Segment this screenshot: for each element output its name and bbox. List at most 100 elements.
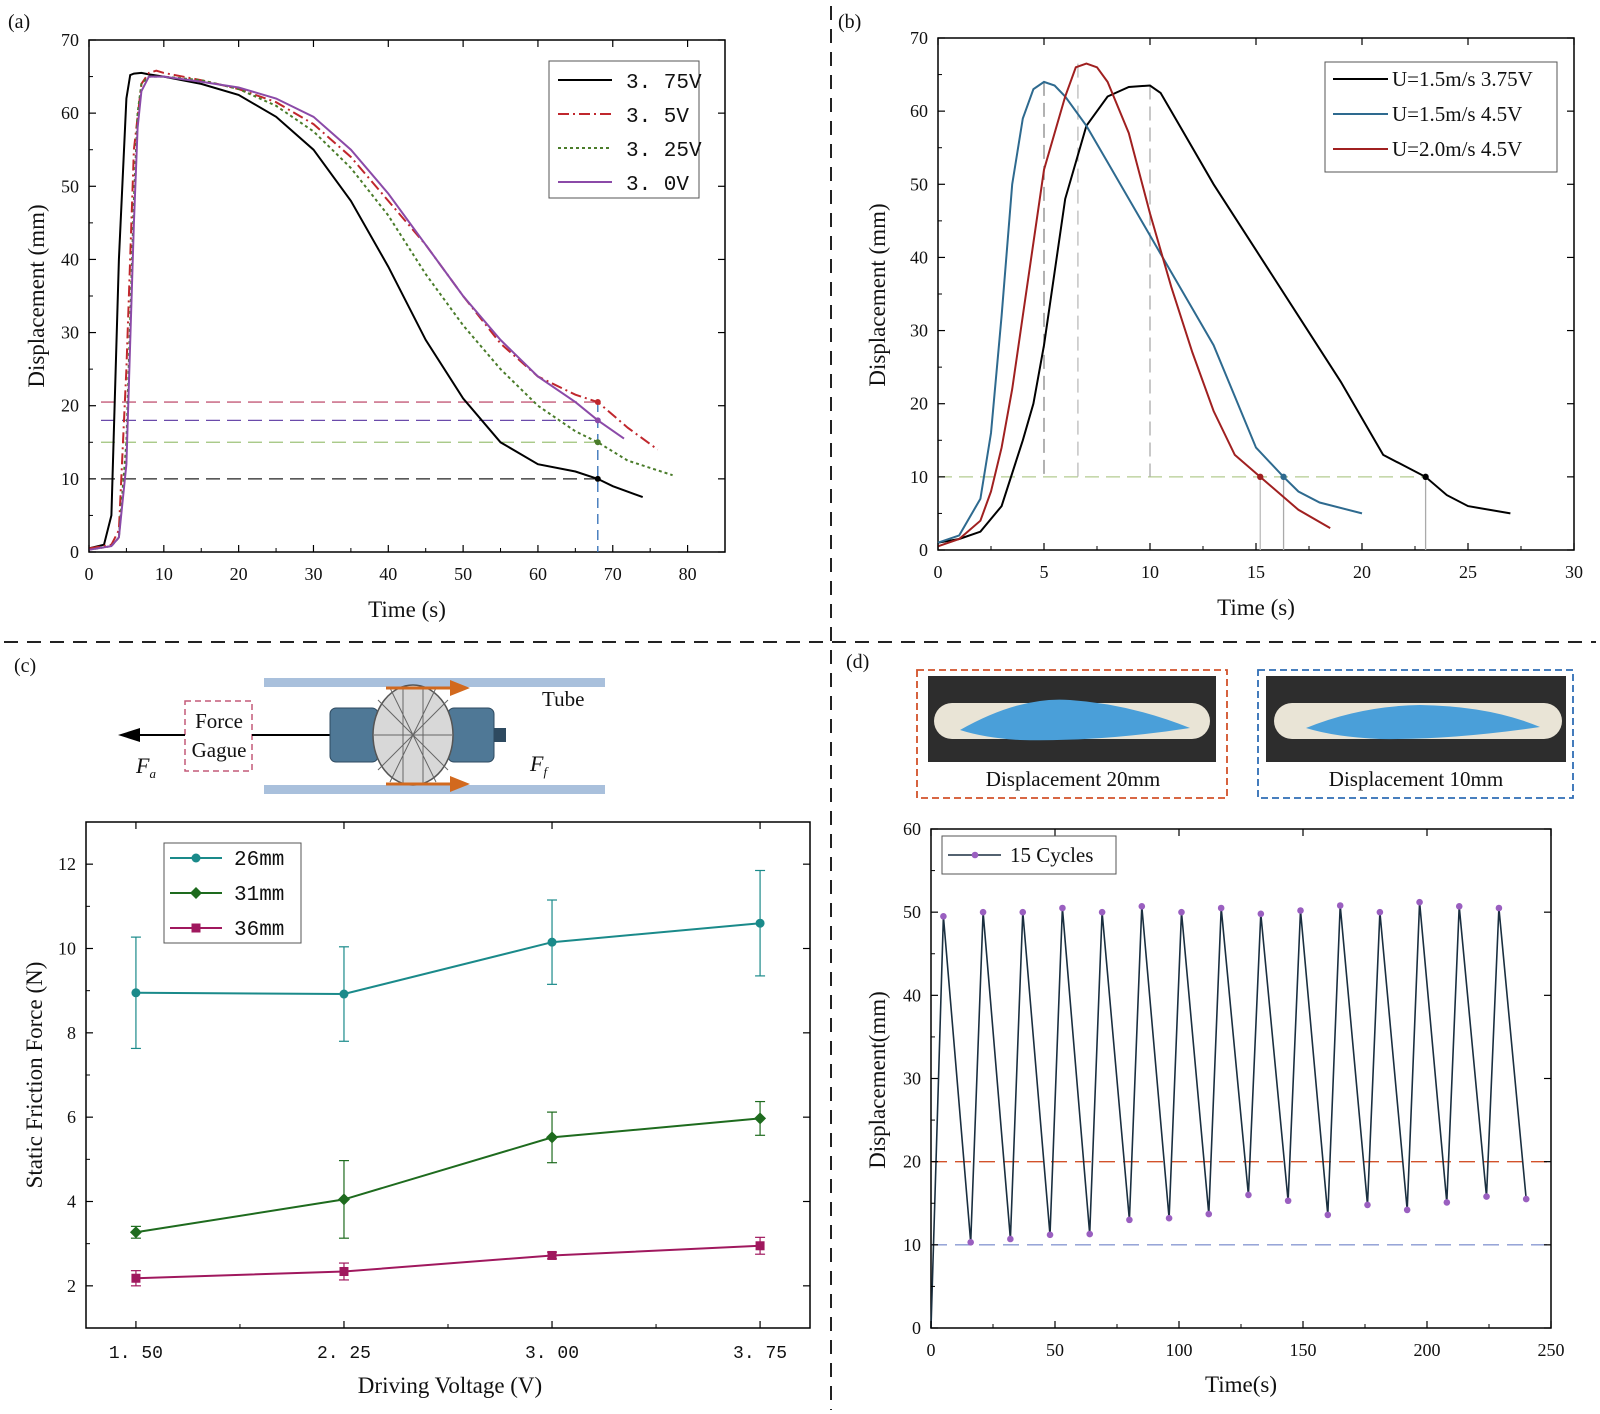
data-point bbox=[191, 923, 201, 933]
legend-label: 15 Cycles bbox=[1010, 843, 1093, 867]
photo-left: Displacement 20mm bbox=[916, 669, 1228, 799]
x-tick-label: 3. 00 bbox=[525, 1344, 579, 1364]
ff-label: Ff bbox=[529, 751, 549, 779]
legend-box-a bbox=[548, 60, 700, 199]
x-axis-label-d: Time(s) bbox=[1205, 1372, 1277, 1397]
data-point bbox=[1376, 908, 1384, 916]
y-tick-label: 20 bbox=[61, 396, 79, 416]
photo-left-border bbox=[916, 669, 1228, 799]
legend-label: 26mm bbox=[234, 849, 284, 872]
data-point bbox=[1416, 898, 1423, 906]
data-point bbox=[1165, 1214, 1173, 1222]
x-tick-label: 30 bbox=[304, 564, 322, 584]
y-axis-label-a: Displacement (mm) bbox=[24, 204, 49, 387]
legend-d: 15 Cycles bbox=[941, 835, 1117, 875]
data-point bbox=[190, 887, 202, 899]
data-point bbox=[1086, 1230, 1094, 1238]
panel-label-c: (c) bbox=[14, 655, 36, 677]
series-line-0 bbox=[937, 84, 1511, 544]
data-point bbox=[1245, 1191, 1252, 1199]
data-point bbox=[1297, 907, 1304, 914]
x-tick-label: 0 bbox=[85, 564, 94, 584]
y-tick-label: 8 bbox=[67, 1023, 76, 1043]
x-tick-label: 40 bbox=[379, 564, 397, 584]
data-point bbox=[1178, 908, 1185, 916]
y-tick-label: 30 bbox=[910, 321, 928, 341]
data-point bbox=[1059, 904, 1066, 912]
y-tick-label: 20 bbox=[910, 394, 928, 414]
data-point bbox=[1364, 1201, 1371, 1209]
robot-end-left bbox=[329, 707, 379, 763]
y-tick-label: 6 bbox=[67, 1107, 76, 1127]
chart-a: 0 10 20 30 40 50 60 70 80 0 10 20 30 40 50 60 70 Time (s… bbox=[24, 30, 726, 622]
y-tick-label: 30 bbox=[903, 1069, 921, 1089]
x-tick-label: 10 bbox=[155, 564, 173, 584]
legend-marker bbox=[971, 851, 979, 859]
series-line-2 bbox=[937, 62, 1331, 548]
data-point bbox=[1217, 904, 1225, 912]
legend-label: 36mm bbox=[234, 919, 284, 942]
data-point bbox=[131, 988, 141, 998]
y-tick-label: 30 bbox=[61, 323, 79, 343]
robot-end-right bbox=[447, 707, 495, 763]
legend-label: 3. 0V bbox=[626, 174, 689, 197]
y-tick-label: 4 bbox=[67, 1192, 76, 1212]
data-point bbox=[940, 913, 947, 920]
legend-label: U=1.5m/s 4.5V bbox=[1392, 102, 1522, 126]
data-point bbox=[547, 937, 557, 947]
data-point bbox=[1336, 902, 1344, 909]
data-point bbox=[546, 1131, 559, 1144]
x-tick-label: 200 bbox=[1414, 1340, 1441, 1360]
y-tick-label: 10 bbox=[58, 939, 76, 959]
x-tick-label: 70 bbox=[604, 564, 622, 584]
series-line-0 bbox=[88, 71, 644, 550]
data-point bbox=[755, 1241, 765, 1251]
x-tick-label: 50 bbox=[454, 564, 472, 584]
tube-wall-top bbox=[264, 678, 605, 687]
pull-arrow-head bbox=[118, 728, 140, 742]
x-tick-label: 150 bbox=[1290, 1340, 1317, 1360]
x-axis-label-a: Time (s) bbox=[368, 597, 446, 622]
fa-label: Fa bbox=[135, 753, 156, 781]
legend-label: 3. 5V bbox=[626, 106, 689, 129]
data-point bbox=[594, 417, 601, 424]
series-line-0 bbox=[930, 902, 1527, 1329]
data-point bbox=[339, 989, 349, 999]
data-point bbox=[1007, 1235, 1014, 1243]
x-tick-label: 20 bbox=[1353, 562, 1371, 582]
data-point bbox=[755, 918, 765, 928]
data-point bbox=[1522, 1195, 1530, 1203]
data-point bbox=[1257, 473, 1264, 481]
data-point bbox=[129, 1226, 142, 1239]
y-tick-label: 40 bbox=[910, 247, 928, 267]
x-tick-label: 15 bbox=[1247, 562, 1265, 582]
legend-a: 3. 75V 3. 5V 3. 25V 3. 0V bbox=[548, 60, 702, 199]
panel-label-b: (b) bbox=[838, 11, 861, 33]
y-tick-label: 10 bbox=[910, 467, 928, 487]
data-point bbox=[594, 439, 601, 446]
legend-c: 26mm 31mm 36mm bbox=[163, 842, 302, 944]
x-tick-label: 80 bbox=[679, 564, 697, 584]
x-tick-label: 30 bbox=[1565, 562, 1583, 582]
photo-right-robot bbox=[1306, 705, 1540, 740]
tube-label: Tube bbox=[542, 687, 584, 711]
photo-left-caption: Displacement 20mm bbox=[986, 767, 1160, 791]
y-tick-label: 10 bbox=[61, 469, 79, 489]
y-tick-label: 20 bbox=[903, 1152, 921, 1172]
x-tick-label: 250 bbox=[1538, 1340, 1565, 1360]
x-tick-label: 10 bbox=[1141, 562, 1159, 582]
y-tick-label: 60 bbox=[910, 101, 928, 121]
robot-mesh-pattern bbox=[374, 686, 452, 784]
x-axis-label-b: Time (s) bbox=[1217, 595, 1295, 620]
data-point bbox=[1284, 1197, 1292, 1205]
photo-right-border bbox=[1257, 669, 1574, 799]
x-axis-label-c: Driving Voltage (V) bbox=[358, 1373, 542, 1398]
y-axis-label-b: Displacement (mm) bbox=[865, 203, 890, 386]
data-point bbox=[1019, 908, 1027, 916]
data-point bbox=[594, 399, 601, 406]
data-point bbox=[1483, 1193, 1490, 1200]
legend-label: 3. 75V bbox=[626, 72, 702, 95]
series-line-2 bbox=[135, 1244, 761, 1280]
data-point bbox=[1495, 904, 1503, 912]
